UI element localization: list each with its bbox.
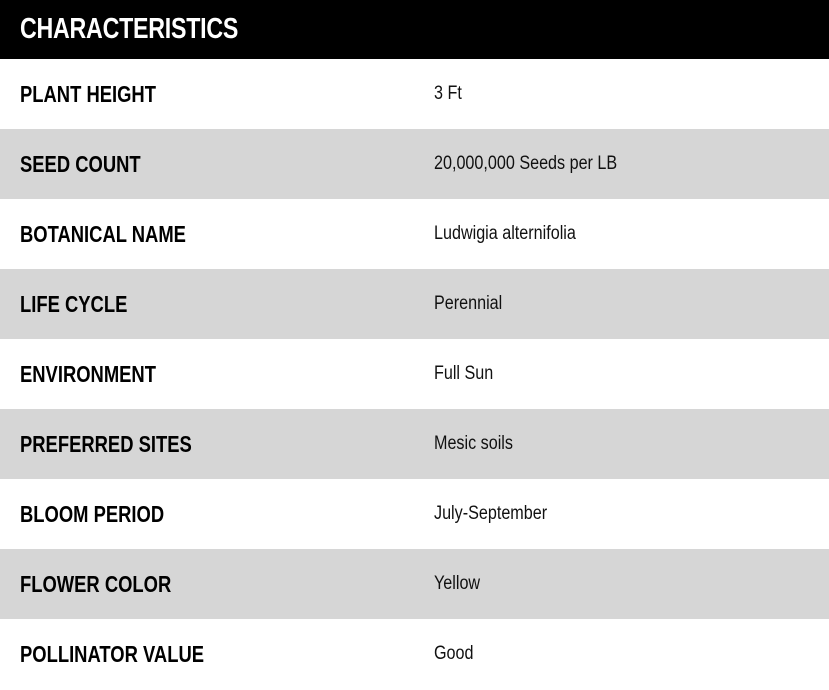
table-row: BLOOM PERIOD July-September	[0, 479, 829, 549]
row-label: PLANT HEIGHT	[20, 80, 156, 107]
table-row: BOTANICAL NAME Ludwigia alternifolia	[0, 199, 829, 269]
characteristics-table: PLANT HEIGHT 3 Ft SEED COUNT 20,000,000 See…	[0, 59, 829, 689]
row-value: Full Sun	[434, 363, 494, 384]
row-value: July-September	[434, 503, 548, 524]
row-label: SEED COUNT	[20, 150, 141, 177]
table-row: ENVIRONMENT Full Sun	[0, 339, 829, 409]
row-label: POLLINATOR VALUE	[20, 640, 204, 667]
table-row: POLLINATOR VALUE Good	[0, 619, 829, 689]
row-label: BOTANICAL NAME	[20, 220, 186, 247]
row-value: Yellow	[434, 573, 481, 594]
row-label: ENVIRONMENT	[20, 360, 156, 387]
table-header: CHARACTERISTICS	[0, 0, 829, 59]
row-label: PREFERRED SITES	[20, 430, 192, 457]
table-row: PLANT HEIGHT 3 Ft	[0, 59, 829, 129]
table-row: PREFERRED SITES Mesic soils	[0, 409, 829, 479]
row-label: LIFE CYCLE	[20, 290, 128, 317]
row-label: BLOOM PERIOD	[20, 500, 165, 527]
table-row: FLOWER COLOR Yellow	[0, 549, 829, 619]
row-value: 20,000,000 Seeds per LB	[434, 153, 618, 174]
row-value: Perennial	[434, 293, 503, 314]
row-value: 3 Ft	[434, 83, 462, 104]
row-value: Good	[434, 643, 474, 664]
table-row: LIFE CYCLE Perennial	[0, 269, 829, 339]
table-title: CHARACTERISTICS	[20, 13, 239, 45]
row-value: Ludwigia alternifolia	[434, 223, 576, 244]
table-row: SEED COUNT 20,000,000 Seeds per LB	[0, 129, 829, 199]
row-label: FLOWER COLOR	[20, 570, 172, 597]
row-value: Mesic soils	[434, 433, 513, 454]
